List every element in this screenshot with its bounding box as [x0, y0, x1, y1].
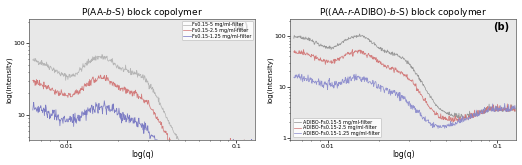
Fs0.15-2.5 mg/ml-filter	[135, 98, 141, 100]
Line: Fs0.15-1.25 mg/ml-filter: Fs0.15-1.25 mg/ml-filter	[33, 101, 254, 165]
Fs0.15-5 mg/ml-filter	[150, 91, 156, 93]
ADIBO-Fs0.15-5 mg/ml-filter	[508, 104, 514, 106]
Fs0.15-1.25 mg/ml-filter	[251, 147, 257, 149]
Legend: Fs0.15-5 mg/ml-filter, Fs0.15-2.5 mg/ml-filter, Fs0.15-1.25 mg/ml-filter: Fs0.15-5 mg/ml-filter, Fs0.15-2.5 mg/ml-…	[182, 21, 253, 40]
Fs0.15-2.5 mg/ml-filter	[137, 96, 143, 98]
ADIBO-Fs0.15-2.5 mg/ml-filter	[512, 110, 518, 112]
Fs0.15-5 mg/ml-filter	[251, 146, 257, 148]
Fs0.15-2.5 mg/ml-filter	[247, 145, 253, 147]
Y-axis label: log(intensity): log(intensity)	[267, 56, 273, 102]
ADIBO-Fs0.15-5 mg/ml-filter	[357, 33, 363, 35]
X-axis label: log(q): log(q)	[392, 150, 414, 159]
Fs0.15-1.25 mg/ml-filter	[212, 154, 218, 156]
ADIBO-Fs0.15-1.25 mg/ml-filter	[291, 76, 297, 78]
X-axis label: log(q): log(q)	[131, 150, 153, 159]
Fs0.15-1.25 mg/ml-filter	[137, 122, 143, 124]
ADIBO-Fs0.15-5 mg/ml-filter	[423, 89, 429, 91]
Y-axis label: log(intensity): log(intensity)	[6, 56, 12, 102]
ADIBO-Fs0.15-2.5 mg/ml-filter	[508, 104, 514, 106]
ADIBO-Fs0.15-5 mg/ml-filter	[396, 56, 402, 58]
Fs0.15-1.25 mg/ml-filter	[101, 100, 108, 102]
ADIBO-Fs0.15-5 mg/ml-filter	[398, 57, 404, 59]
Fs0.15-1.25 mg/ml-filter	[135, 118, 141, 120]
ADIBO-Fs0.15-2.5 mg/ml-filter	[411, 83, 417, 85]
Fs0.15-5 mg/ml-filter	[247, 149, 253, 151]
Fs0.15-5 mg/ml-filter	[162, 112, 168, 114]
ADIBO-Fs0.15-5 mg/ml-filter	[291, 37, 297, 39]
Title: P(AA-$b$-S) block copolymer: P(AA-$b$-S) block copolymer	[81, 6, 203, 18]
ADIBO-Fs0.15-5 mg/ml-filter	[512, 107, 518, 109]
ADIBO-Fs0.15-2.5 mg/ml-filter	[291, 51, 297, 53]
Line: Fs0.15-2.5 mg/ml-filter: Fs0.15-2.5 mg/ml-filter	[33, 75, 254, 163]
ADIBO-Fs0.15-2.5 mg/ml-filter	[423, 102, 429, 104]
ADIBO-Fs0.15-5 mg/ml-filter	[411, 69, 417, 71]
Fs0.15-2.5 mg/ml-filter	[251, 148, 257, 150]
ADIBO-Fs0.15-2.5 mg/ml-filter	[450, 121, 456, 123]
Text: (a): (a)	[233, 22, 248, 32]
Fs0.15-5 mg/ml-filter	[137, 74, 143, 76]
Fs0.15-1.25 mg/ml-filter	[247, 149, 253, 151]
Title: P((AA-$r$-ADIBO)-$b$-S) block copolymer: P((AA-$r$-ADIBO)-$b$-S) block copolymer	[319, 6, 488, 18]
Line: ADIBO-Fs0.15-5 mg/ml-filter: ADIBO-Fs0.15-5 mg/ml-filter	[294, 34, 515, 118]
ADIBO-Fs0.15-1.25 mg/ml-filter	[398, 100, 404, 102]
ADIBO-Fs0.15-1.25 mg/ml-filter	[508, 107, 514, 109]
ADIBO-Fs0.15-1.25 mg/ml-filter	[411, 107, 417, 109]
Fs0.15-5 mg/ml-filter	[206, 157, 212, 159]
ADIBO-Fs0.15-1.25 mg/ml-filter	[512, 107, 518, 109]
Fs0.15-2.5 mg/ml-filter	[150, 109, 156, 111]
ADIBO-Fs0.15-1.25 mg/ml-filter	[296, 73, 302, 75]
Fs0.15-1.25 mg/ml-filter	[162, 150, 168, 152]
Fs0.15-1.25 mg/ml-filter	[30, 109, 36, 111]
Fs0.15-5 mg/ml-filter	[212, 155, 218, 157]
ADIBO-Fs0.15-2.5 mg/ml-filter	[396, 71, 402, 73]
Line: Fs0.15-5 mg/ml-filter: Fs0.15-5 mg/ml-filter	[33, 54, 254, 158]
Line: ADIBO-Fs0.15-2.5 mg/ml-filter: ADIBO-Fs0.15-2.5 mg/ml-filter	[294, 50, 515, 122]
Fs0.15-2.5 mg/ml-filter	[97, 74, 103, 76]
ADIBO-Fs0.15-2.5 mg/ml-filter	[349, 49, 355, 51]
Fs0.15-2.5 mg/ml-filter	[30, 80, 36, 82]
ADIBO-Fs0.15-1.25 mg/ml-filter	[473, 109, 479, 111]
ADIBO-Fs0.15-1.25 mg/ml-filter	[435, 127, 441, 129]
Legend: ADIBO-Fs0.15-5 mg/ml-filter, ADIBO-Fs0.15-2.5 mg/ml-filter, ADIBO-Fs0.15-1.25 mg: ADIBO-Fs0.15-5 mg/ml-filter, ADIBO-Fs0.1…	[293, 118, 382, 137]
Fs0.15-5 mg/ml-filter	[135, 74, 141, 76]
Fs0.15-2.5 mg/ml-filter	[195, 162, 201, 164]
Fs0.15-2.5 mg/ml-filter	[162, 130, 168, 132]
ADIBO-Fs0.15-1.25 mg/ml-filter	[396, 100, 402, 102]
ADIBO-Fs0.15-2.5 mg/ml-filter	[398, 71, 404, 73]
Text: (b): (b)	[493, 22, 509, 32]
Fs0.15-2.5 mg/ml-filter	[212, 153, 218, 155]
Fs0.15-5 mg/ml-filter	[99, 53, 105, 55]
Line: ADIBO-Fs0.15-1.25 mg/ml-filter: ADIBO-Fs0.15-1.25 mg/ml-filter	[294, 74, 515, 128]
ADIBO-Fs0.15-5 mg/ml-filter	[473, 114, 479, 116]
Fs0.15-1.25 mg/ml-filter	[150, 135, 156, 137]
ADIBO-Fs0.15-1.25 mg/ml-filter	[423, 120, 429, 122]
ADIBO-Fs0.15-2.5 mg/ml-filter	[473, 115, 479, 117]
Fs0.15-5 mg/ml-filter	[30, 59, 36, 61]
ADIBO-Fs0.15-5 mg/ml-filter	[462, 117, 468, 119]
